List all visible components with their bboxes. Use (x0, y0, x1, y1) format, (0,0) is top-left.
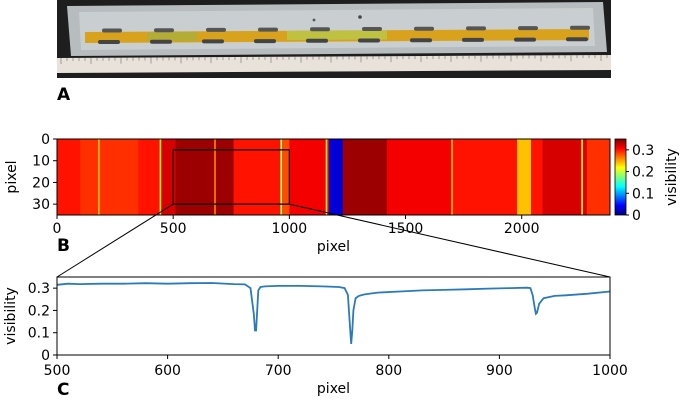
line-x-tick-label: 700 (265, 363, 292, 379)
heatmap-x-tick-label: 1000 (272, 221, 308, 237)
heatmap-y-tick-label: 10 (32, 154, 50, 170)
line-x-label: pixel (317, 381, 350, 397)
clamp-spring (414, 26, 434, 31)
screw-hole (358, 15, 362, 19)
clamp-spring (154, 28, 174, 33)
colorbar-tick-label: 0 (632, 208, 641, 224)
heatmap-x-tick-label: 1500 (388, 221, 424, 237)
panel-label-b: B (57, 236, 70, 256)
heatmap-x-label: pixel (317, 239, 350, 255)
line-x-tick-label: 1000 (592, 363, 628, 379)
clamp-spring (466, 26, 486, 31)
colorbar-tick-label: 0.3 (632, 143, 654, 159)
line-y-tick-label: 0.2 (28, 303, 50, 319)
clamp-spring (570, 25, 590, 30)
clamp-springs (98, 15, 590, 44)
screw-hole (312, 18, 316, 22)
clamp-spring (98, 40, 120, 44)
heatmap-column (57, 139, 81, 215)
heatmap-column (386, 139, 453, 215)
heatmap-column (159, 139, 176, 215)
line-y-label: visibility (3, 287, 19, 345)
line-x-tick-label: 500 (44, 363, 71, 379)
clamp-spring (362, 27, 382, 31)
clamp-spring (206, 27, 226, 32)
clamp-spring (258, 27, 278, 32)
colorbar-label: visibility (664, 148, 680, 206)
clamp-spring (150, 39, 172, 44)
visibility-heatmap: 0 500 1000 1500 2000 0 10 20 30 pixel pixel 0 0.… (4, 132, 680, 255)
clamp-spring (410, 38, 432, 43)
clamp-spring (102, 28, 122, 33)
ruler (57, 55, 611, 73)
visibility-series-line (56, 282, 611, 344)
clamp-spring (358, 38, 380, 43)
line-x-tick-label: 900 (486, 363, 513, 379)
clamp-spring (462, 37, 484, 42)
clamp-spring (518, 26, 538, 31)
heatmap-column (517, 139, 532, 215)
colorbar-tick-label: 0.2 (632, 165, 654, 181)
heatmap-column (328, 139, 344, 215)
heatmap-x-tick-label: 2000 (504, 221, 540, 237)
zoom-region-box (172, 149, 290, 205)
colorbar-tick-label: 0.1 (632, 186, 654, 202)
visibility-profile-chart: 500 600 700 800 900 1000 0 0.1 0.2 0.3 pixel vis… (3, 276, 628, 397)
panel-label-a: A (57, 85, 71, 105)
heatmap-x-tick-label: 0 (53, 221, 62, 237)
panel-label-c: C (57, 380, 70, 400)
line-chart-frame (56, 276, 611, 356)
clamp-spring (254, 39, 276, 44)
heatmap-column (233, 139, 281, 215)
heatmap-column (531, 139, 544, 215)
heatmap-x-tick-label: 500 (160, 221, 187, 237)
heatmap-y-tick-label: 30 (32, 197, 50, 213)
line-y-tick-label: 0.1 (28, 326, 50, 342)
heatmap-column (138, 139, 160, 215)
line-x-tick-label: 600 (154, 363, 181, 379)
heatmap-column (342, 139, 388, 215)
heatmap-column (175, 139, 235, 215)
line-y-tick-label: 0 (41, 348, 50, 364)
clamp-spring (566, 37, 588, 42)
heatmap-column (280, 139, 290, 215)
line-y-tick-label: 0.3 (28, 281, 50, 297)
heatmap-column (289, 139, 330, 215)
clamp-spring (202, 39, 224, 44)
line-x-tick-label: 800 (375, 363, 402, 379)
clamp-spring (310, 27, 330, 32)
heatmap-column (452, 139, 518, 215)
heatmap-column (542, 139, 588, 215)
sample-photo (57, 0, 611, 78)
heatmap-y-label: pixel (4, 160, 20, 193)
colorbar (614, 138, 627, 216)
clamp-spring (306, 38, 328, 43)
heatmap-y-tick-label: 0 (41, 132, 50, 148)
heatmap-column (80, 139, 139, 215)
heatmap-column (586, 139, 611, 215)
clamp-spring (514, 37, 536, 42)
heatmap-y-tick-label: 20 (32, 175, 50, 191)
